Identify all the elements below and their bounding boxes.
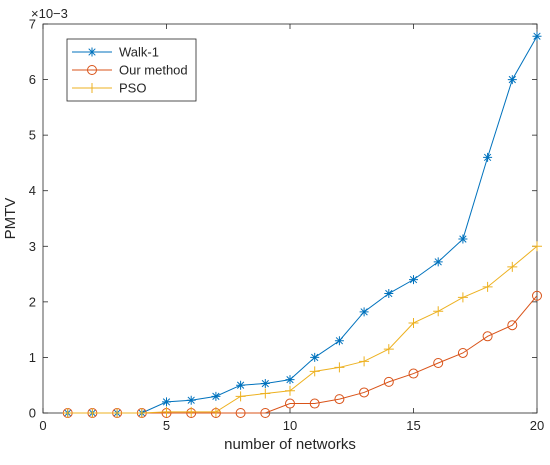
y-axis-label: PMTV [2, 198, 19, 240]
y-tick-label: 3 [29, 239, 36, 254]
data-point-pso [359, 356, 370, 367]
x-tick-label: 5 [163, 418, 170, 433]
data-point-walk-1 [310, 352, 320, 362]
legend-label: PSO [119, 81, 146, 96]
y-tick-label: 1 [29, 350, 36, 365]
series-pso [62, 241, 542, 418]
data-point-walk-1 [507, 75, 517, 85]
data-point-walk-1 [359, 307, 369, 317]
data-point-our-method [457, 347, 468, 358]
data-point-walk-1 [260, 379, 270, 389]
data-point-pso [62, 408, 73, 418]
y-tick-label: 6 [29, 72, 36, 87]
data-point-pso [112, 408, 123, 418]
data-point-pso [482, 281, 493, 292]
legend-entry-our-method: Our method [72, 63, 188, 78]
data-point-pso [235, 391, 246, 402]
data-point-pso [334, 362, 345, 373]
data-point-walk-1 [532, 31, 542, 41]
data-point-walk-1 [384, 289, 394, 299]
data-point-pso [457, 292, 468, 303]
data-point-walk-1 [409, 275, 418, 285]
data-point-pso [161, 406, 172, 417]
y-scale-factor: ×10−3 [31, 6, 68, 21]
data-point-walk-1 [334, 336, 344, 346]
data-point-pso [87, 408, 98, 418]
legend-entry-pso: PSO [72, 81, 146, 96]
data-point-pso [210, 406, 221, 417]
data-point-our-method [532, 290, 542, 301]
legend-marker [87, 47, 97, 57]
data-point-walk-1 [458, 234, 468, 244]
data-point-pso [433, 306, 444, 317]
data-point-pso [507, 261, 518, 272]
x-tick-label: 20 [530, 418, 544, 433]
data-point-our-method [260, 408, 271, 418]
data-point-pso [136, 408, 147, 418]
data-point-pso [285, 385, 295, 396]
legend-entry-walk-1: Walk-1 [72, 45, 159, 60]
data-point-walk-1 [285, 375, 295, 385]
data-point-walk-1 [236, 380, 246, 390]
data-point-our-method [482, 331, 493, 342]
data-point-our-method [334, 394, 345, 405]
data-point-our-method [359, 387, 370, 398]
data-point-our-method [383, 376, 394, 387]
data-point-our-method [285, 398, 295, 409]
data-point-pso [532, 241, 542, 252]
y-tick-label: 2 [29, 294, 36, 309]
x-tick-label: 10 [283, 418, 297, 433]
x-axis-label: number of networks [224, 436, 356, 453]
legend-marker [87, 83, 97, 93]
x-tick-label: 0 [39, 418, 46, 433]
y-tick-label: 4 [29, 183, 36, 198]
data-point-walk-1 [211, 391, 221, 401]
data-point-pso [309, 366, 320, 377]
y-tick-label: 7 [29, 17, 36, 32]
data-point-our-method [235, 408, 246, 418]
legend: Walk-1 Our method PSO [66, 38, 197, 102]
legend-label: Walk-1 [119, 45, 159, 60]
data-point-our-method [507, 320, 518, 331]
data-point-walk-1 [162, 397, 171, 407]
data-point-walk-1 [186, 395, 196, 405]
data-point-pso [408, 317, 419, 328]
data-point-pso [383, 344, 394, 355]
legend-marker [87, 65, 97, 75]
data-point-pso [186, 406, 197, 417]
data-point-our-method [433, 357, 444, 368]
x-tick-label: 15 [406, 418, 420, 433]
data-point-pso [260, 388, 271, 399]
data-point-our-method [309, 398, 320, 409]
data-point-walk-1 [433, 257, 443, 267]
y-tick-label: 5 [29, 128, 36, 143]
series-layer [62, 31, 542, 418]
data-point-our-method [408, 368, 419, 379]
data-point-walk-1 [483, 152, 493, 162]
legend-label: Our method [119, 63, 188, 78]
y-tick-label: 0 [29, 406, 36, 421]
